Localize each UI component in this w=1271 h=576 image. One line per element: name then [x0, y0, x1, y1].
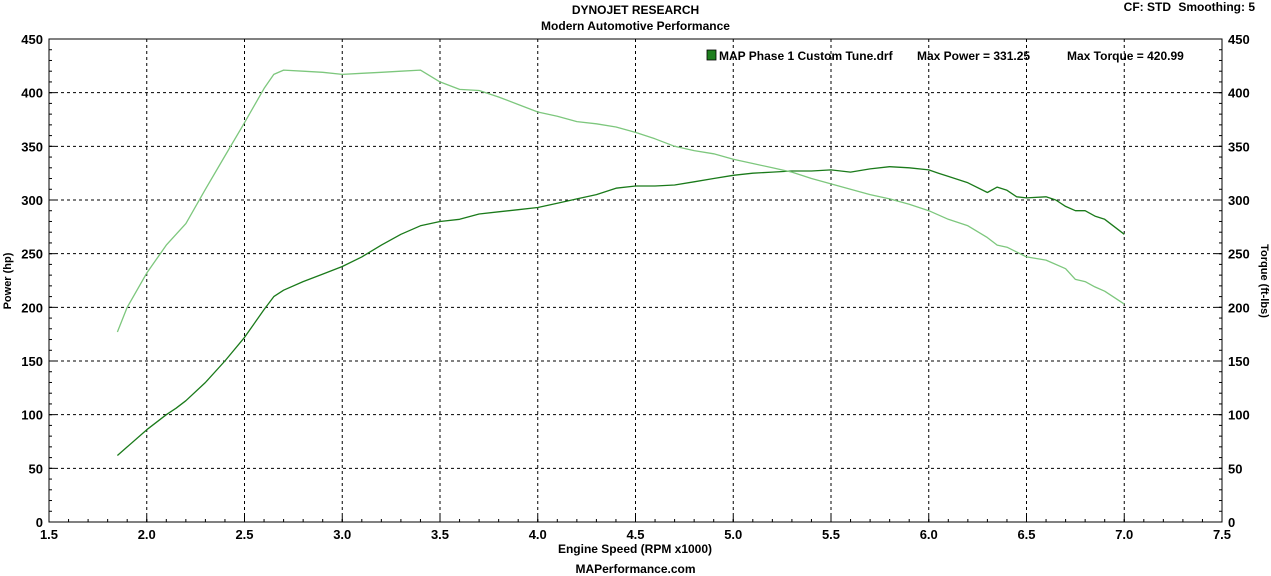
correction-info: CF: STD Smoothing: 5 — [1120, 0, 1255, 14]
x-axis-label: Engine Speed (RPM x1000) — [558, 542, 712, 556]
y-tick-label: 100 — [21, 408, 43, 423]
y2-tick-label: 100 — [1228, 408, 1250, 423]
x-tick-label: 3.0 — [333, 527, 351, 542]
x-tick-label: 4.5 — [626, 527, 644, 542]
x-tick-label: 6.0 — [920, 527, 938, 542]
power-curve — [116, 166, 1125, 456]
footer-site: MAPerformance.com — [575, 562, 696, 576]
y2-tick-label: 350 — [1228, 139, 1250, 154]
y2-axis-label: Torque (ft-lbs) — [1258, 244, 1270, 318]
legend-file: MAP Phase 1 Custom Tune.drf — [719, 49, 894, 63]
y2-tick-label: 200 — [1228, 300, 1250, 315]
x-tick-label: 2.0 — [138, 527, 156, 542]
y-tick-label: 150 — [21, 354, 43, 369]
y-tick-label: 0 — [36, 515, 43, 530]
smoothing-label: Smoothing: 5 — [1178, 0, 1255, 14]
x-tick-label: 7.5 — [1213, 527, 1231, 542]
y-tick-label: 50 — [29, 461, 43, 476]
torque-curve — [116, 69, 1125, 333]
x-tick-label: 4.0 — [529, 527, 547, 542]
y-tick-label: 350 — [21, 139, 43, 154]
grid-lines — [49, 39, 1222, 522]
cf-label: CF: STD — [1123, 0, 1171, 14]
y2-tick-labels: 0 50 100 150 200 250 300 350 400 450 — [1228, 32, 1250, 530]
legend-swatch — [706, 49, 717, 61]
y-tick-label: 300 — [21, 193, 43, 208]
y2-tick-label: 300 — [1228, 193, 1250, 208]
legend-max-power: Max Power = 331.25 — [917, 49, 1030, 63]
y2-tick-label: 450 — [1228, 32, 1250, 47]
x-tick-label: 5.0 — [724, 527, 742, 542]
y-tick-label: 200 — [21, 300, 43, 315]
legend: MAP Phase 1 Custom Tune.drf Max Power = … — [706, 49, 1184, 63]
legend-max-torque: Max Torque = 420.99 — [1067, 49, 1184, 63]
x-tick-label: 6.5 — [1017, 527, 1035, 542]
y-tick-label: 450 — [21, 32, 43, 47]
axis-ticks — [48, 38, 1223, 523]
x-tick-label: 2.5 — [235, 527, 253, 542]
x-tick-label: 3.5 — [431, 527, 449, 542]
y-tick-label: 400 — [21, 86, 43, 101]
y2-tick-label: 0 — [1228, 515, 1235, 530]
y2-tick-label: 250 — [1228, 247, 1250, 262]
y-tick-labels: 0 50 100 150 200 250 300 350 400 450 — [21, 32, 43, 530]
series-lines — [116, 69, 1125, 456]
y2-tick-label: 50 — [1228, 461, 1242, 476]
y-axis-label: Power (hp) — [2, 252, 14, 309]
y-tick-label: 250 — [21, 247, 43, 262]
x-tick-label: 1.5 — [40, 527, 58, 542]
x-tick-label: 5.5 — [822, 527, 840, 542]
x-tick-labels: 1.5 2.0 2.5 3.0 3.5 4.0 4.5 5.0 5.5 6.0 6.5 7.0 7.5 — [40, 527, 1231, 542]
x-tick-label: 7.0 — [1115, 527, 1133, 542]
chart-subtitle: Modern Automotive Performance — [541, 19, 730, 33]
y2-tick-label: 400 — [1228, 86, 1250, 101]
y2-tick-label: 150 — [1228, 354, 1250, 369]
chart-title: DYNOJET RESEARCH — [571, 3, 700, 17]
